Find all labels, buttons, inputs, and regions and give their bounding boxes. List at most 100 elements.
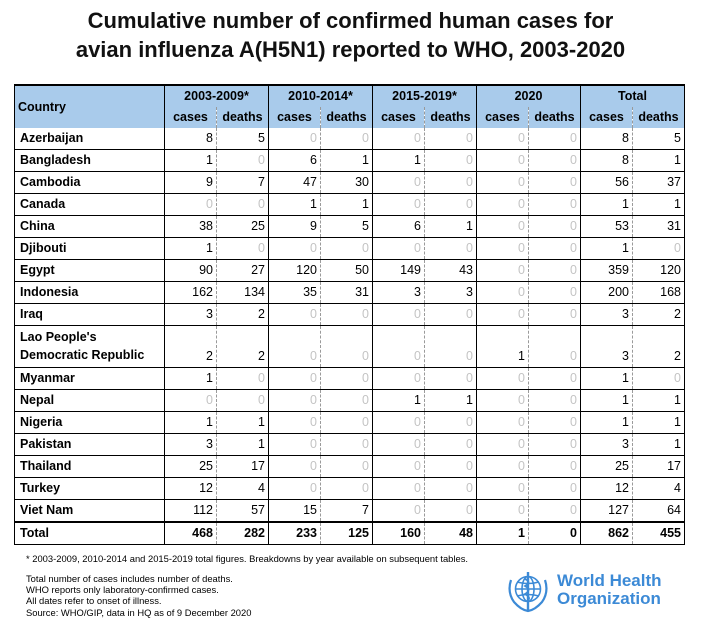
country-cell: Egypt bbox=[14, 259, 165, 282]
deaths-cell: 0 bbox=[424, 433, 477, 456]
cases-cell: 2 bbox=[164, 325, 217, 368]
cases-cell: 0 bbox=[476, 433, 529, 456]
cases-cell: 53 bbox=[580, 215, 633, 238]
deaths-cell: 0 bbox=[320, 303, 373, 326]
deaths-cell: 0 bbox=[320, 128, 373, 150]
deaths-cell: 0 bbox=[528, 303, 581, 326]
deaths-cell: 0 bbox=[424, 477, 477, 500]
cases-cell: 0 bbox=[268, 237, 321, 260]
deaths-cell: 25 bbox=[216, 215, 269, 238]
page-title: Cumulative number of confirmed human cas… bbox=[0, 6, 701, 64]
period-header-row: Country 2003-2009* 2010-2014* 2015-2019*… bbox=[14, 84, 685, 128]
cases-cell: 0 bbox=[268, 433, 321, 456]
cases-cell: 6 bbox=[372, 215, 425, 238]
cases-cell: 1 bbox=[164, 149, 217, 172]
cases-cell: 0 bbox=[476, 237, 529, 260]
deaths-cell: 1 bbox=[320, 193, 373, 216]
cases-cell: 0 bbox=[268, 128, 321, 150]
cases-cell: 0 bbox=[476, 411, 529, 434]
deaths-cell: 7 bbox=[320, 499, 373, 523]
deaths-subheader: deaths bbox=[528, 107, 581, 128]
cases-cell: 0 bbox=[164, 193, 217, 216]
deaths-cell: 0 bbox=[424, 367, 477, 390]
total-cases-cell: 233 bbox=[268, 521, 321, 545]
country-cell: Azerbaijan bbox=[14, 128, 165, 150]
deaths-cell: 64 bbox=[632, 499, 685, 523]
deaths-cell: 5 bbox=[632, 128, 685, 150]
deaths-cell: 0 bbox=[528, 215, 581, 238]
cases-cell: 1 bbox=[580, 411, 633, 434]
deaths-cell: 2 bbox=[632, 325, 685, 368]
country-name-line: Democratic Republic bbox=[20, 348, 145, 362]
deaths-cell: 1 bbox=[424, 389, 477, 412]
deaths-cell: 27 bbox=[216, 259, 269, 282]
country-cell: Canada bbox=[14, 193, 165, 216]
cases-cell: 25 bbox=[580, 455, 633, 478]
subheader-row: cases deaths cases deaths cases deaths c… bbox=[15, 107, 685, 128]
country-cell: Cambodia bbox=[14, 171, 165, 194]
deaths-cell: 0 bbox=[528, 433, 581, 456]
cases-cell: 8 bbox=[580, 128, 633, 150]
cases-cell: 0 bbox=[372, 128, 425, 150]
deaths-cell: 1 bbox=[216, 433, 269, 456]
deaths-cell: 0 bbox=[528, 367, 581, 390]
cases-cell: 0 bbox=[268, 303, 321, 326]
table-row: Nigeria 1 1 0 0 0 0 0 0 1 1 bbox=[14, 411, 685, 434]
total-cases-cell: 1 bbox=[476, 521, 529, 545]
country-cell: Nigeria bbox=[14, 411, 165, 434]
country-cell: Lao People's Democratic Republic bbox=[14, 325, 165, 368]
deaths-cell: 0 bbox=[320, 455, 373, 478]
cases-cell: 0 bbox=[372, 325, 425, 368]
deaths-cell: 31 bbox=[632, 215, 685, 238]
cases-cell: 25 bbox=[164, 455, 217, 478]
cases-cell: 149 bbox=[372, 259, 425, 282]
note-line: All dates refer to onset of illness. bbox=[26, 595, 162, 607]
country-cell: Nepal bbox=[14, 389, 165, 412]
deaths-cell: 4 bbox=[632, 477, 685, 500]
cases-cell: 0 bbox=[164, 389, 217, 412]
cases-cell: 0 bbox=[476, 499, 529, 523]
cases-cell: 9 bbox=[164, 171, 217, 194]
cases-subheader: cases bbox=[580, 107, 633, 128]
cases-cell: 112 bbox=[164, 499, 217, 523]
deaths-cell: 5 bbox=[216, 128, 269, 150]
deaths-cell: 120 bbox=[632, 259, 685, 282]
country-name-line: Lao People's bbox=[20, 330, 97, 344]
cases-cell: 0 bbox=[372, 303, 425, 326]
deaths-cell: 31 bbox=[320, 281, 373, 304]
deaths-cell: 0 bbox=[528, 499, 581, 523]
cases-cell: 3 bbox=[580, 433, 633, 456]
country-cell: Djibouti bbox=[14, 237, 165, 260]
cases-cell: 8 bbox=[164, 128, 217, 150]
deaths-cell: 1 bbox=[632, 193, 685, 216]
note-line: WHO reports only laboratory-confirmed ca… bbox=[26, 584, 219, 596]
cases-cell: 0 bbox=[476, 455, 529, 478]
cases-cell: 15 bbox=[268, 499, 321, 523]
deaths-cell: 1 bbox=[632, 149, 685, 172]
cases-cell: 3 bbox=[164, 303, 217, 326]
deaths-cell: 0 bbox=[216, 193, 269, 216]
deaths-cell: 0 bbox=[632, 367, 685, 390]
cases-cell: 0 bbox=[268, 477, 321, 500]
deaths-cell: 0 bbox=[528, 237, 581, 260]
deaths-subheader: deaths bbox=[320, 107, 373, 128]
cases-cell: 1 bbox=[164, 367, 217, 390]
cases-cell: 120 bbox=[268, 259, 321, 282]
cases-cell: 0 bbox=[476, 149, 529, 172]
deaths-cell: 0 bbox=[320, 477, 373, 500]
table-row: Iraq 3 2 0 0 0 0 0 0 3 2 bbox=[14, 303, 685, 326]
deaths-cell: 7 bbox=[216, 171, 269, 194]
deaths-cell: 0 bbox=[320, 325, 373, 368]
country-cell: Bangladesh bbox=[14, 149, 165, 172]
cases-cell: 1 bbox=[164, 237, 217, 260]
deaths-cell: 0 bbox=[528, 259, 581, 282]
cases-cell: 0 bbox=[372, 237, 425, 260]
deaths-cell: 0 bbox=[424, 499, 477, 523]
cases-cell: 0 bbox=[476, 259, 529, 282]
cases-cell: 1 bbox=[268, 193, 321, 216]
deaths-cell: 4 bbox=[216, 477, 269, 500]
deaths-cell: 134 bbox=[216, 281, 269, 304]
cases-cell: 12 bbox=[164, 477, 217, 500]
cases-cell: 1 bbox=[164, 411, 217, 434]
cases-cell: 0 bbox=[372, 367, 425, 390]
